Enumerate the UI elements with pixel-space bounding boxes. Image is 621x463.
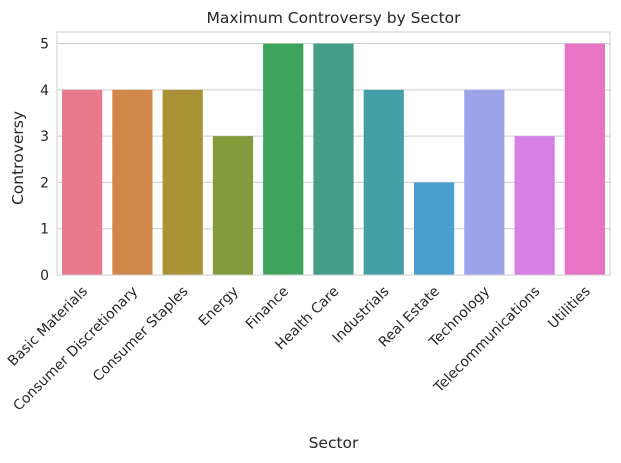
bar-finance bbox=[263, 43, 304, 276]
bar-utilities bbox=[564, 43, 605, 276]
x-axis-label: Sector bbox=[309, 434, 359, 452]
bar-basic-materials bbox=[62, 89, 103, 275]
x-tick-label: Finance bbox=[243, 284, 292, 333]
y-axis-label: Controversy bbox=[9, 111, 27, 205]
plot-frame bbox=[56, 31, 611, 276]
bar-real-estate bbox=[413, 182, 455, 275]
bar-consumer-discretionary bbox=[112, 89, 153, 275]
y-tick-label: 1 bbox=[40, 222, 49, 238]
bar-consumer-staples bbox=[162, 89, 203, 275]
y-tick-label: 2 bbox=[40, 175, 49, 191]
chart-title: Maximum Controversy by Sector bbox=[206, 9, 461, 27]
bar-technology bbox=[464, 89, 505, 275]
x-tick-label: Energy bbox=[196, 284, 242, 330]
bar-industrials bbox=[363, 89, 404, 275]
bar-energy bbox=[212, 136, 254, 275]
bar-health-care bbox=[313, 43, 354, 276]
bars bbox=[62, 43, 605, 276]
y-tick-labels: 0 1 2 3 4 5 bbox=[40, 37, 49, 284]
x-tick-label: Consumer Staples bbox=[90, 284, 191, 385]
y-tick-label: 0 bbox=[40, 268, 49, 284]
y-tick-label: 4 bbox=[40, 83, 49, 99]
x-tick-label: Utilities bbox=[545, 284, 594, 333]
bar-telecommunications bbox=[514, 136, 555, 275]
y-tick-label: 3 bbox=[40, 129, 49, 145]
y-tick-label: 5 bbox=[40, 37, 49, 53]
